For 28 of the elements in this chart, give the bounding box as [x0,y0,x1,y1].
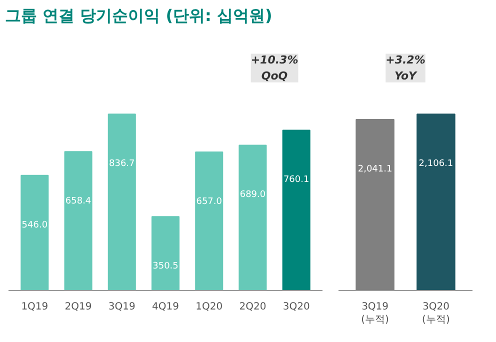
data-label: 2,041.1 [358,164,392,175]
x-tick-label: 1Q20 [196,302,223,312]
data-label: 350.5 [152,262,178,272]
x-tick-label: 3Q19 (누적) [361,302,390,326]
x-tick-label: 3Q19 [108,302,136,312]
bar [108,114,136,290]
text: +10.3% QoQ [250,54,298,82]
x-tick-label: 1Q19 [21,302,48,312]
bar [20,174,49,290]
x-tick-label: 3Q20 [282,302,310,312]
data-label: 2,106.1 [418,159,454,170]
data-label: 689.0 [240,190,266,200]
text: +3.2% YoY [386,54,426,82]
x-tick-label: 2Q19 [64,302,92,312]
data-label: 836.7 [109,159,135,170]
bar [151,216,180,290]
bar [282,130,310,290]
data-label: 760.1 [283,175,310,186]
x-tick-label: 2Q20 [239,302,266,312]
data-label: 657.0 [196,196,222,207]
chart-title: 그룹 연결 당기순이익 (단위: 십억원) [5,5,272,27]
bar [238,144,267,290]
bar [64,151,92,290]
data-label: 546.0 [22,220,48,230]
x-tick-label: 4Q19 [152,302,179,312]
x-tick-label: 3Q20 (누적) [422,302,450,326]
bar [195,151,224,290]
data-label: 658.4 [65,196,92,207]
